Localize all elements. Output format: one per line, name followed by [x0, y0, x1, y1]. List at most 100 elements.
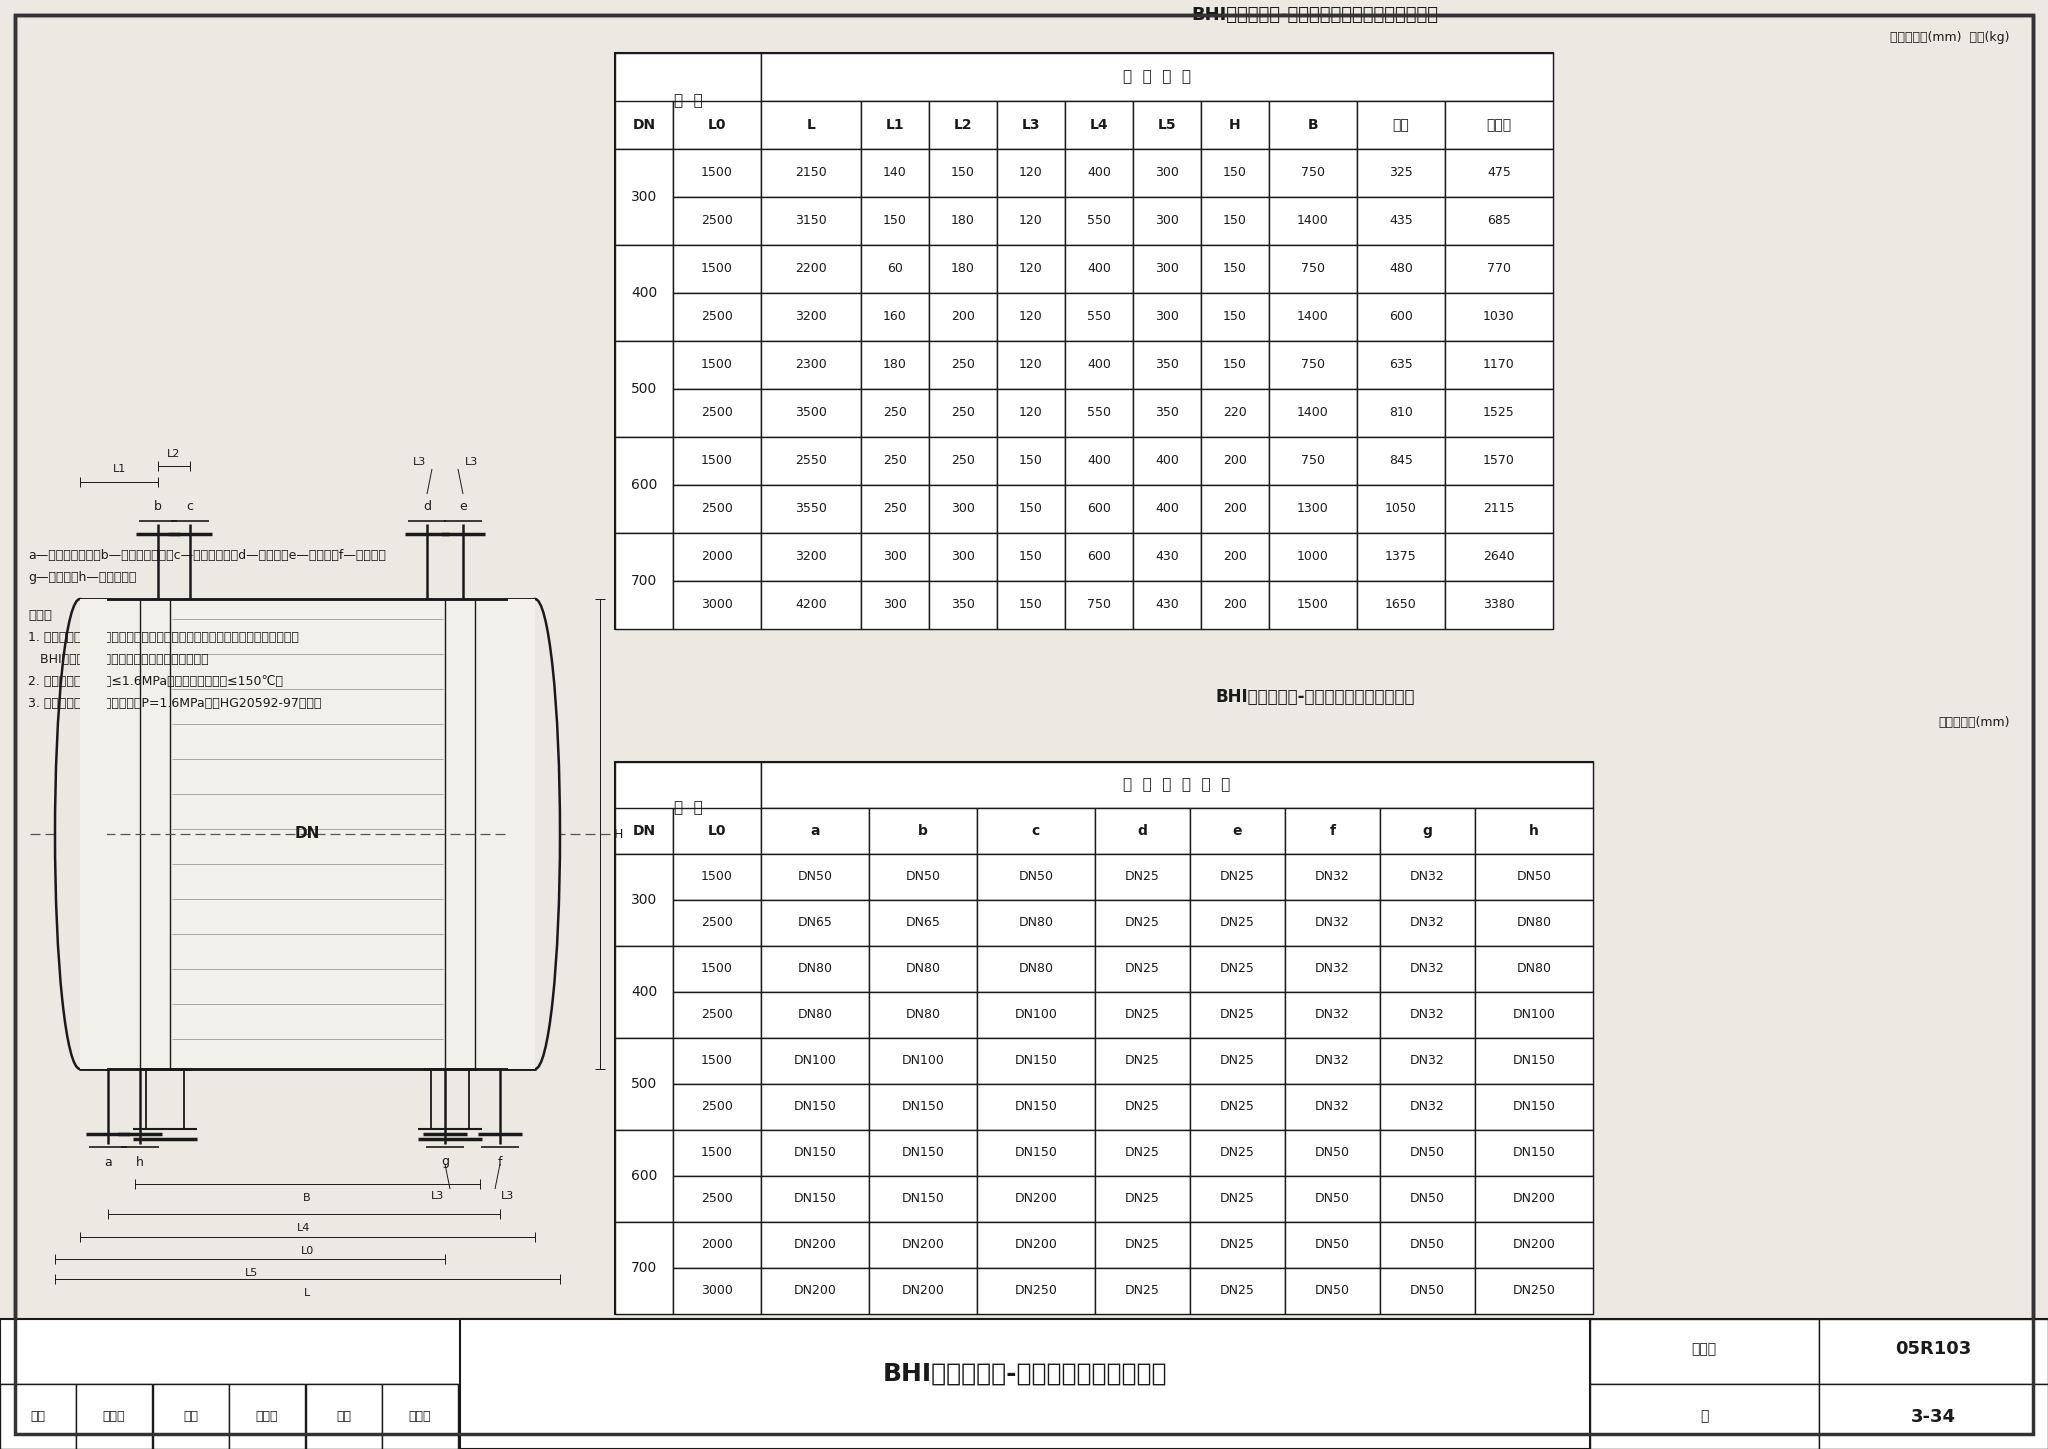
Bar [762, 993, 868, 1037]
Text: 845: 845 [1389, 455, 1413, 468]
Text: 郭奇志: 郭奇志 [256, 1410, 279, 1423]
Text: L3: L3 [465, 456, 477, 467]
Bar [997, 533, 1065, 581]
Text: DN25: DN25 [1124, 1009, 1159, 1022]
Bar [1096, 809, 1190, 853]
Bar [1358, 388, 1446, 438]
Bar [1065, 485, 1133, 533]
Text: DN25: DN25 [1124, 1193, 1159, 1206]
Text: B: B [1309, 117, 1319, 132]
Bar [0, 1319, 2048, 1449]
Text: DN100: DN100 [1014, 1009, 1057, 1022]
Bar [997, 388, 1065, 438]
Bar [1475, 1084, 1593, 1130]
Text: 规  格: 规 格 [674, 94, 702, 109]
Text: DN150: DN150 [901, 1193, 944, 1206]
Bar [762, 1130, 868, 1177]
Text: 1300: 1300 [1296, 503, 1329, 516]
Text: DN200: DN200 [901, 1239, 944, 1252]
Text: 325: 325 [1389, 167, 1413, 180]
Text: DN25: DN25 [1124, 1239, 1159, 1252]
Text: 1500: 1500 [700, 1055, 733, 1068]
Bar [1270, 485, 1358, 533]
Bar [930, 581, 997, 629]
Text: 200: 200 [1223, 455, 1247, 468]
Text: L1: L1 [885, 117, 905, 132]
Bar [762, 900, 868, 946]
Bar [674, 1084, 762, 1130]
Bar [1380, 1177, 1475, 1222]
Bar [1380, 900, 1475, 946]
Bar [1284, 1268, 1380, 1314]
Text: 750: 750 [1300, 262, 1325, 275]
Bar [1446, 438, 1552, 485]
Text: 2. 适用范围：设计压力≤1.6MPa，一次水介质温度≤150℃。: 2. 适用范围：设计压力≤1.6MPa，一次水介质温度≤150℃。 [29, 675, 283, 688]
Text: 120: 120 [1020, 407, 1042, 420]
Bar [762, 54, 1552, 101]
Bar [930, 438, 997, 485]
Bar [1065, 341, 1133, 388]
Bar [1133, 293, 1200, 341]
Bar [997, 581, 1065, 629]
Text: DN25: DN25 [1124, 1055, 1159, 1068]
Bar [674, 900, 762, 946]
Bar [1133, 533, 1200, 581]
Text: DN250: DN250 [1513, 1284, 1554, 1297]
Text: 480: 480 [1389, 262, 1413, 275]
Text: 300: 300 [883, 551, 907, 564]
Text: 500: 500 [631, 383, 657, 396]
Bar [0, 1384, 76, 1449]
Text: DN25: DN25 [1221, 962, 1255, 975]
Text: DN50: DN50 [905, 871, 940, 884]
Text: 1500: 1500 [700, 262, 733, 275]
Text: L0: L0 [709, 824, 727, 838]
Bar [860, 581, 930, 629]
Text: 220: 220 [1223, 407, 1247, 420]
Text: 300: 300 [1155, 310, 1180, 323]
Bar [1190, 853, 1284, 900]
Text: 120: 120 [1020, 358, 1042, 371]
Text: 60: 60 [887, 262, 903, 275]
Text: 2640: 2640 [1483, 551, 1516, 564]
Bar [762, 438, 860, 485]
Bar [762, 1177, 868, 1222]
Text: 150: 150 [950, 167, 975, 180]
Text: 3000: 3000 [700, 598, 733, 611]
Bar [762, 197, 860, 245]
Bar [1380, 853, 1475, 900]
Bar [1380, 1130, 1475, 1177]
Bar [930, 341, 997, 388]
Text: DN65: DN65 [797, 917, 831, 929]
Text: 1500: 1500 [700, 962, 733, 975]
Bar [1065, 438, 1133, 485]
Bar [76, 1384, 152, 1449]
Bar [1065, 101, 1133, 149]
Text: 净重: 净重 [1393, 117, 1409, 132]
Bar [977, 853, 1096, 900]
Text: 1570: 1570 [1483, 455, 1516, 468]
Text: 页: 页 [1700, 1410, 1708, 1423]
Text: 3000: 3000 [700, 1284, 733, 1297]
Bar [930, 533, 997, 581]
Bar [868, 946, 977, 993]
Bar [1358, 245, 1446, 293]
Bar [1284, 993, 1380, 1037]
Bar [762, 1268, 868, 1314]
Text: 700: 700 [631, 574, 657, 588]
Bar [860, 245, 930, 293]
Bar [1284, 1037, 1380, 1084]
Bar [674, 101, 762, 149]
Bar [930, 485, 997, 533]
Bar [868, 1222, 977, 1268]
Bar [1190, 946, 1284, 993]
Text: 700: 700 [631, 1261, 657, 1275]
Text: DN150: DN150 [901, 1146, 944, 1159]
Bar [1284, 1177, 1380, 1222]
Text: DN32: DN32 [1411, 871, 1446, 884]
Text: 校对: 校对 [184, 1410, 199, 1423]
Bar [1270, 533, 1358, 581]
Bar [1065, 581, 1133, 629]
Text: DN200: DN200 [1014, 1239, 1057, 1252]
Bar [614, 245, 674, 341]
Bar [1380, 809, 1475, 853]
